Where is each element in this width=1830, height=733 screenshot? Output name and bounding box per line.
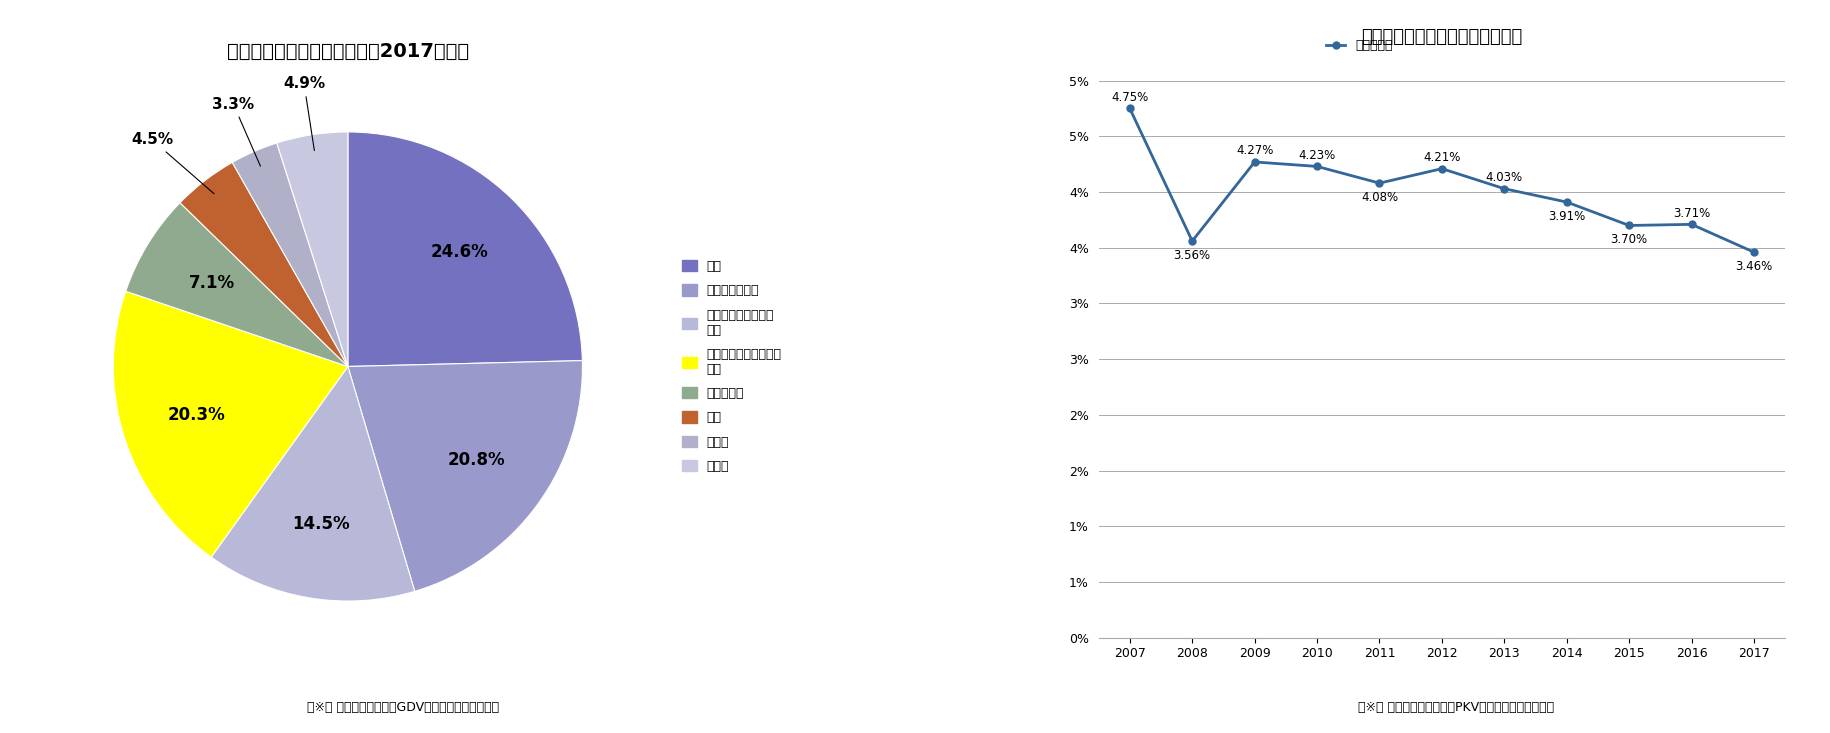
Legend: 貸付, カバードボンド, 上場債券（政府債券
等）, ファンドに含まれる債
券等, その他債券, 株式, 不動産, その他: 貸付, カバードボンド, 上場債券（政府債券 等）, ファンドに含まれる債 券等…	[677, 255, 787, 478]
Text: 20.8%: 20.8%	[448, 452, 505, 469]
運用利回り	[1742, 248, 1764, 257]
Text: （※） ドイツ保険協会（GDV）のデータに基づく。: （※） ドイツ保険協会（GDV）のデータに基づく。	[307, 701, 498, 714]
Line: 運用利回り: 運用利回り	[1125, 105, 1757, 256]
運用利回り	[1118, 104, 1140, 113]
運用利回り	[1243, 158, 1265, 166]
Wedge shape	[126, 203, 348, 366]
Wedge shape	[348, 132, 582, 366]
Text: 3.70%: 3.70%	[1610, 233, 1647, 246]
Wedge shape	[348, 361, 582, 592]
Text: 20.3%: 20.3%	[167, 406, 225, 424]
Text: 14.5%: 14.5%	[293, 515, 350, 533]
運用利回り	[1180, 237, 1202, 246]
Text: 4.23%: 4.23%	[1297, 149, 1334, 162]
Text: 4.9%: 4.9%	[284, 76, 326, 150]
Text: 4.27%: 4.27%	[1235, 144, 1272, 158]
Text: 4.08%: 4.08%	[1360, 191, 1398, 204]
Text: 3.46%: 3.46%	[1735, 260, 1771, 273]
Text: 3.3%: 3.3%	[212, 97, 260, 166]
Wedge shape	[113, 291, 348, 557]
運用利回り	[1493, 184, 1515, 193]
Text: 3.71%: 3.71%	[1673, 207, 1709, 220]
Text: 3.91%: 3.91%	[1548, 210, 1585, 223]
Text: 7.1%: 7.1%	[188, 274, 234, 292]
Text: 24.6%: 24.6%	[430, 243, 489, 261]
運用利回り	[1431, 164, 1453, 173]
Title: 民間医療保険　運用利回りの状況: 民間医療保険 運用利回りの状況	[1360, 28, 1523, 45]
Text: 4.5%: 4.5%	[132, 133, 214, 194]
Text: （※） 民間医療保険連盟（PKV）のデータに基づく。: （※） 民間医療保険連盟（PKV）のデータに基づく。	[1356, 701, 1554, 714]
Text: 4.03%: 4.03%	[1484, 171, 1523, 184]
Text: 4.21%: 4.21%	[1422, 151, 1460, 164]
Legend: 運用利回り: 運用利回り	[1321, 34, 1396, 57]
運用利回り	[1305, 162, 1327, 171]
運用利回り	[1680, 220, 1702, 229]
Title: 医療保険会社の資産構成比（2017年末）: 医療保険会社の資産構成比（2017年末）	[227, 42, 468, 61]
Text: 3.56%: 3.56%	[1173, 249, 1210, 262]
運用利回り	[1367, 179, 1389, 188]
運用利回り	[1618, 221, 1640, 230]
Wedge shape	[276, 132, 348, 366]
Text: 4.75%: 4.75%	[1111, 91, 1147, 104]
運用利回り	[1556, 198, 1577, 207]
Wedge shape	[210, 366, 415, 601]
Wedge shape	[232, 143, 348, 366]
Wedge shape	[179, 163, 348, 366]
